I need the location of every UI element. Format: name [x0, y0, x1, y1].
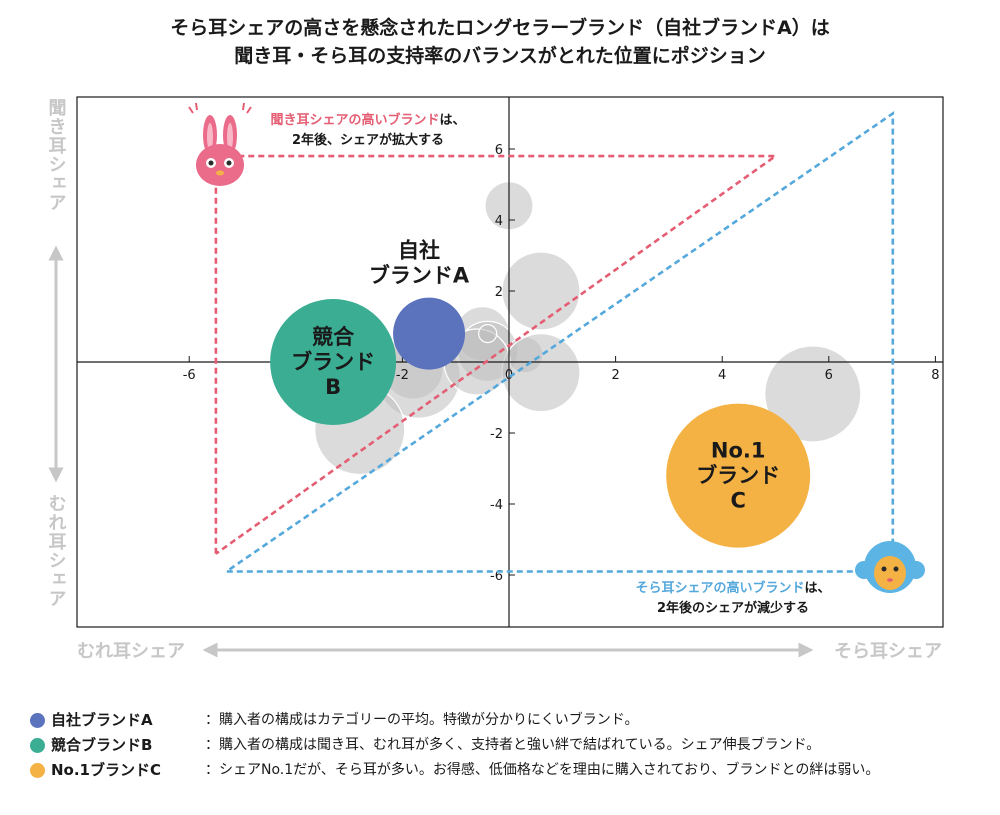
- legend-name-brand-a: 自社ブランドA: [51, 711, 153, 729]
- soramimi-note-suffix: は、: [805, 581, 831, 596]
- chart-title: そら耳シェアの高さを懸念されたロングセラーブランド（自社ブランドA）は 聞き耳・…: [0, 14, 1000, 70]
- x-axis-label-left: むれ耳シェア: [77, 641, 185, 662]
- kikimimi-note-line-1: 聞き耳シェアの高いブランドは、: [270, 112, 465, 128]
- brand-c-bubble: [666, 403, 811, 548]
- legend-item-brand-c: No.1ブランドC ：シェアNo.1だが、そら耳が多い。お得感、低価格などを理由…: [30, 758, 990, 783]
- y-tick-label: -2: [490, 427, 503, 442]
- background-bubble-9: [478, 324, 498, 344]
- x-tick-label: 2: [611, 368, 619, 383]
- kikimimi-note-highlight: 聞き耳シェアの高いブランド: [270, 112, 439, 128]
- x-tick-label: 6: [825, 368, 833, 383]
- y-tick-label: 6: [495, 143, 503, 158]
- brand-b-bubble: [270, 299, 397, 425]
- x-tick-label: 4: [718, 368, 726, 383]
- y-tick-label: -4: [490, 498, 503, 513]
- legend-desc-brand-c: ：シェアNo.1だが、そら耳が多い。お得感、低価格などを理由に購入されており、ブ…: [205, 762, 880, 778]
- x-axis-label-right: そら耳シェア: [834, 641, 942, 662]
- chart-title-line-1: そら耳シェアの高さを懸念されたロングセラーブランド（自社ブランドA）は: [170, 17, 830, 39]
- brand-a-bubble: [393, 297, 466, 370]
- soramimi-note-line-1: そら耳シェアの高いブランドは、: [635, 580, 830, 596]
- y-axis-label-bottom: むれ耳シェア: [46, 494, 67, 608]
- brand-b-label: 競合: [312, 325, 355, 349]
- brand-b-label: ブランド: [291, 350, 375, 374]
- brand-c-label: No.1: [711, 439, 766, 463]
- y-tick-label: 4: [495, 214, 503, 229]
- soramimi-note-line-2: 2年後のシェアが減少する: [657, 600, 809, 616]
- legend-name-brand-b: 競合ブランドB: [51, 736, 153, 754]
- character-icon: [855, 541, 925, 593]
- annotation-paths: [214, 111, 895, 573]
- legend-name-brand-c: No.1ブランドC: [51, 761, 162, 779]
- legend-desc-brand-b: ：購入者の構成は聞き耳、むれ耳が多く、支持者と強い絆で結ばれている。シェア伸長ブ…: [205, 737, 821, 753]
- y-axis-label-top: 聞き耳シェア: [46, 98, 67, 212]
- brand-a-label: ブランドA: [369, 264, 470, 288]
- rabbit-icon: [188, 102, 252, 186]
- kikimimi-note-line-2: 2年後、シェアが拡大する: [292, 132, 444, 148]
- legend-item-brand-a: 自社ブランドA ：購入者の構成はカテゴリーの平均。特徴が分かりにくいブランド。: [30, 708, 990, 733]
- legend-dot-brand-c: [30, 763, 45, 778]
- soramimi-note-highlight: そら耳シェアの高いブランド: [635, 580, 804, 596]
- kikimimi-dashed-path: [214, 154, 780, 555]
- legend-dot-brand-b: [30, 738, 45, 753]
- kikimimi-note-suffix: は、: [440, 113, 466, 128]
- chart-title-line-2: 聞き耳・そら耳の支持率のバランスがとれた位置にポジション: [234, 45, 766, 67]
- soramimi-dashed-path: [222, 111, 895, 573]
- legend-desc-brand-a: ：購入者の構成はカテゴリーの平均。特徴が分かりにくいブランド。: [205, 712, 639, 728]
- x-tick-label: -2: [396, 368, 409, 383]
- legend-dot-brand-a: [30, 713, 45, 728]
- legend-item-brand-b: 競合ブランドB ：購入者の構成は聞き耳、むれ耳が多く、支持者と強い絆で結ばれてい…: [30, 733, 990, 758]
- brand-b-label: B: [325, 375, 341, 399]
- x-tick-label: 0: [505, 368, 513, 383]
- background-bubble-11: [764, 345, 862, 443]
- legend: 自社ブランドA ：購入者の構成はカテゴリーの平均。特徴が分かりにくいブランド。 …: [30, 708, 990, 783]
- x-tick-label: -6: [183, 368, 196, 383]
- brand-a-label: 自社: [398, 239, 440, 263]
- y-tick-label: 2: [495, 285, 503, 300]
- brand-c-label: ブランド: [696, 464, 780, 488]
- background-bubble-1: [501, 251, 581, 331]
- x-tick-label: 8: [931, 368, 939, 383]
- brand-c-label: C: [730, 489, 745, 513]
